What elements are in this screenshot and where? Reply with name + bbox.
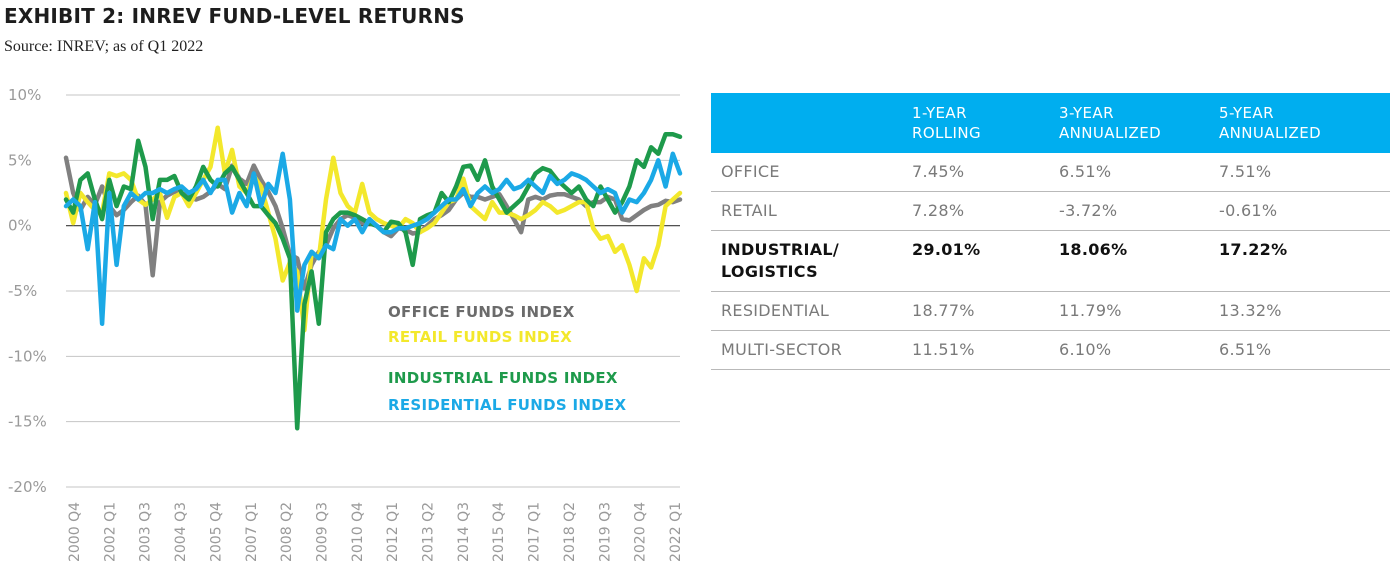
table-row: INDUSTRIAL/LOGISTICS 29.01% 18.06% 17.22% (711, 230, 1390, 292)
header-cell-5-year: 5-YEAR ANNUALIZED (1209, 93, 1390, 153)
exhibit-title: EXHIBIT 2: INREV FUND-LEVEL RETURNS (4, 4, 465, 28)
sector-label: MULTI-SECTOR (711, 330, 902, 370)
sector-label: RESIDENTIAL (711, 291, 902, 331)
x-tick-label: 2008 Q2 (279, 502, 295, 562)
header-cell-1-year: 1-YEAR ROLLING (902, 93, 1049, 153)
y-tick-label: 10% (8, 86, 41, 104)
y-tick-label: 5% (8, 151, 32, 169)
five-year-value: 7.51% (1209, 153, 1390, 192)
legend-entry: RETAIL FUNDS INDEX (388, 328, 572, 346)
table-header-row: 1-YEAR ROLLING 3-YEAR ANNUALIZED 5-YEAR ANN… (711, 93, 1390, 153)
table-row: RESIDENTIAL 18.77% 11.79% 13.32% (711, 291, 1390, 331)
x-tick-label: 2007 Q1 (244, 502, 260, 562)
one-year-value: 11.51% (902, 330, 1049, 370)
table-row: OFFICE 7.45% 6.51% 7.51% (711, 153, 1390, 192)
legend-entry: RESIDENTIAL FUNDS INDEX (388, 396, 627, 414)
table-row: RETAIL 7.28% -3.72% -0.61% (711, 191, 1390, 231)
three-year-value: -3.72% (1049, 191, 1209, 231)
returns-line-chart: 10% 5% 0% -5% -10% -15% -20% 2000 Q4 2002 Q1 2003… (8, 86, 684, 562)
x-tick-label: 2018 Q2 (562, 502, 578, 562)
returns-table: 1-YEAR ROLLING 3-YEAR ANNUALIZED 5-YEAR ANN… (711, 93, 1390, 370)
x-tick-label: 2015 Q4 (491, 502, 507, 562)
x-tick-label: 2000 Q4 (67, 502, 83, 562)
legend-entry: OFFICE FUNDS INDEX (388, 303, 575, 321)
x-tick-label: 2005 Q4 (208, 502, 224, 562)
three-year-value: 6.51% (1049, 153, 1209, 192)
one-year-value: 7.45% (902, 153, 1049, 192)
series-line-residential-funds-index (63, 151, 683, 326)
x-tick-label: 2022 Q1 (668, 502, 684, 562)
five-year-value: 13.32% (1209, 291, 1390, 331)
y-tick-label: -20% (8, 478, 47, 496)
sector-label: INDUSTRIAL/LOGISTICS (711, 230, 902, 292)
y-tick-label: -15% (8, 413, 47, 431)
x-tick-label: 2009 Q3 (314, 502, 330, 562)
sector-label: OFFICE (711, 153, 902, 192)
source-note: Source: INREV; as of Q1 2022 (4, 38, 204, 55)
one-year-value: 7.28% (902, 191, 1049, 231)
y-tick-label: 0% (8, 217, 32, 235)
x-tick-label: 2012 Q1 (385, 502, 401, 562)
y-tick-label: -5% (8, 282, 37, 300)
table-body: OFFICE 7.45% 6.51% 7.51% RETAIL 7.28% -3.72% -0… (711, 153, 1390, 370)
header-cell-3-year: 3-YEAR ANNUALIZED (1049, 93, 1209, 153)
x-tick-label: 2004 Q3 (173, 502, 189, 562)
table-row: MULTI-SECTOR 11.51% 6.10% 6.51% (711, 330, 1390, 370)
legend-entry: INDUSTRIAL FUNDS INDEX (388, 369, 618, 387)
five-year-value: 6.51% (1209, 330, 1390, 370)
five-year-value: 17.22% (1209, 230, 1390, 292)
series-line-retail-funds-index (63, 125, 683, 333)
one-year-value: 29.01% (902, 230, 1049, 292)
y-tick-label: -10% (8, 347, 47, 365)
three-year-value: 18.06% (1049, 230, 1209, 292)
three-year-value: 11.79% (1049, 291, 1209, 331)
header-cell-sector (711, 93, 902, 153)
x-tick-label: 2003 Q3 (138, 502, 154, 562)
sector-label: RETAIL (711, 191, 902, 231)
x-tick-label: 2010 Q4 (350, 502, 366, 562)
x-tick-label: 2017 Q1 (527, 502, 543, 562)
x-tick-label: 2019 Q3 (597, 502, 613, 562)
x-tick-label: 2002 Q1 (102, 502, 118, 562)
five-year-value: -0.61% (1209, 191, 1390, 231)
three-year-value: 6.10% (1049, 330, 1209, 370)
x-tick-label: 2014 Q3 (456, 502, 472, 562)
one-year-value: 18.77% (902, 291, 1049, 331)
x-tick-label: 2020 Q4 (633, 502, 649, 562)
x-tick-label: 2013 Q2 (421, 502, 437, 562)
